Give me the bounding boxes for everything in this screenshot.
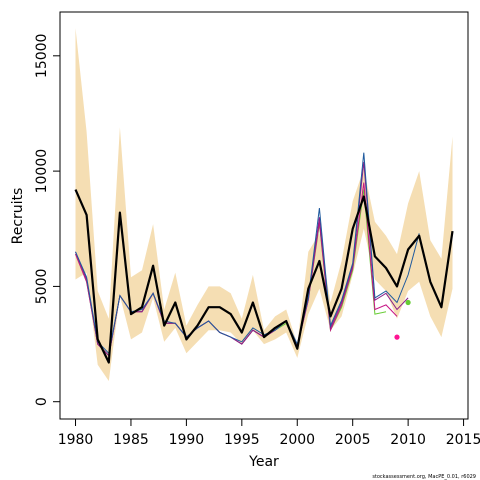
- x-tick-label-1980: 1980: [58, 432, 94, 448]
- x-axis-title: Year: [248, 454, 279, 470]
- y-axis: 0 5000 10000 15000: [34, 34, 60, 406]
- y-tick-label-10000: 10000: [34, 149, 50, 194]
- x-tick-label-2005: 2005: [335, 432, 371, 448]
- x-tick-label-1995: 1995: [224, 432, 260, 448]
- x-tick-label-1985: 1985: [113, 432, 149, 448]
- terminal-point-1: [405, 299, 411, 306]
- y-axis-title: Recruits: [10, 188, 26, 245]
- terminal-point-2: [394, 334, 400, 340]
- x-tick-label-2015: 2015: [446, 432, 480, 448]
- terminal-points-layer: [394, 299, 411, 340]
- y-tick-label-5000: 5000: [34, 269, 50, 305]
- confidence-band-layer: [75, 28, 453, 381]
- y-tick-label-15000: 15000: [34, 34, 50, 79]
- x-tick-label-2000: 2000: [279, 432, 315, 448]
- retro-series-line-1: [75, 152, 420, 355]
- main-estimate-line: [74, 189, 454, 364]
- x-axis: 1980 1985 1990 1995 2000 2005 2010 2015: [58, 419, 480, 448]
- plot-frame: [59, 11, 469, 420]
- x-tick-label-2010: 2010: [390, 432, 426, 448]
- footnote: stockassessment.org, MacPE_0.01, r6029: [372, 474, 476, 480]
- x-tick-label-1990: 1990: [169, 432, 205, 448]
- y-tick-label-0: 0: [34, 397, 50, 406]
- confidence-band: [75, 28, 453, 381]
- main-estimate-layer: [74, 189, 454, 364]
